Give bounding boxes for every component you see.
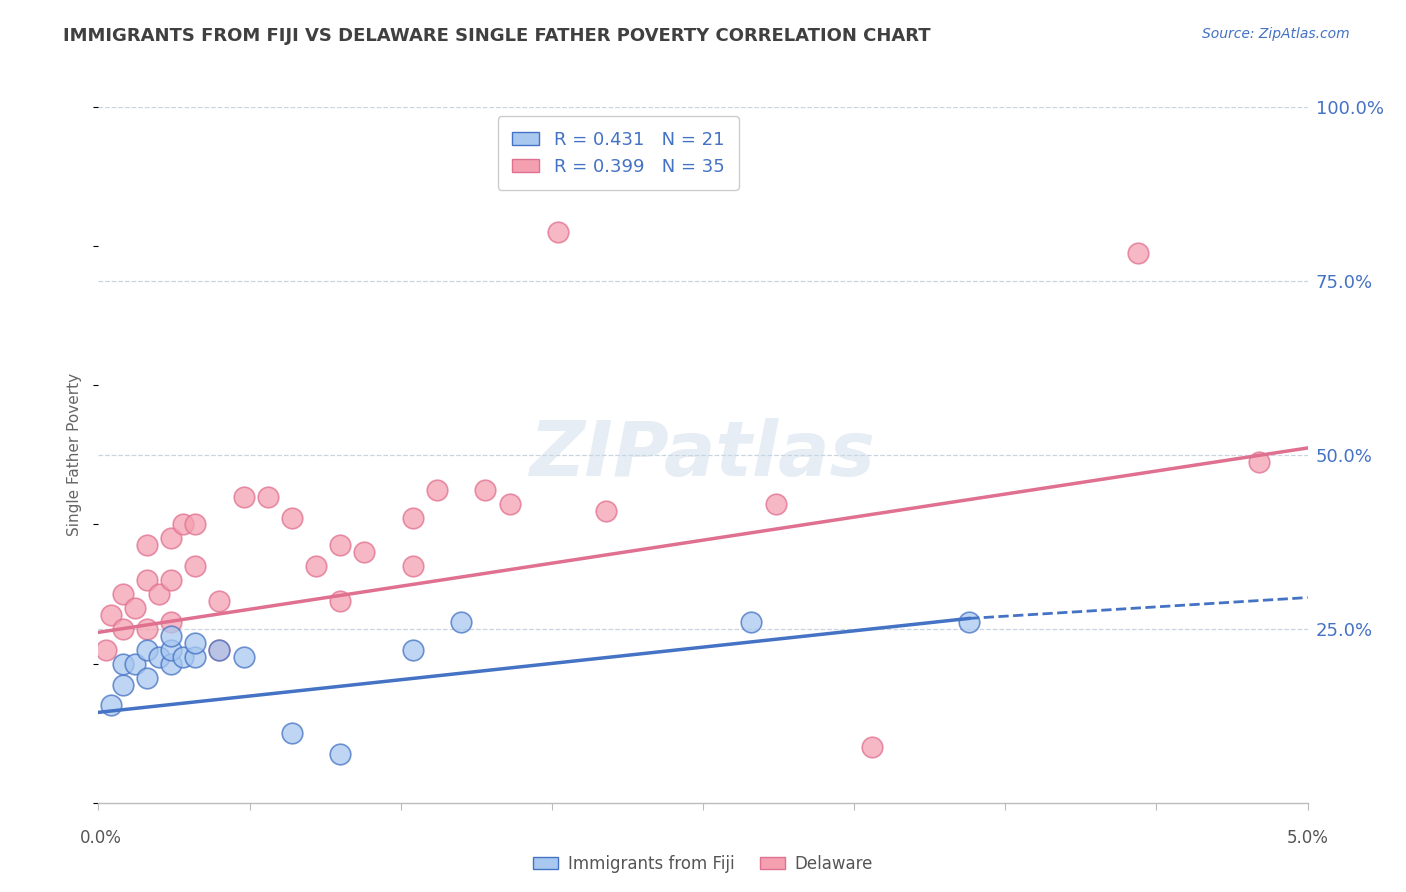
Point — [329, 747, 352, 761]
Point — [160, 657, 183, 671]
Point — [208, 642, 231, 657]
Point — [184, 559, 207, 574]
Legend: Immigrants from Fiji, Delaware: Immigrants from Fiji, Delaware — [526, 848, 880, 880]
Point — [135, 622, 157, 636]
Point — [305, 559, 328, 574]
Point — [208, 642, 231, 657]
Point — [124, 657, 146, 671]
Point — [1128, 246, 1150, 260]
Point — [160, 629, 183, 643]
Point — [135, 573, 157, 587]
Point — [148, 649, 170, 664]
Text: Source: ZipAtlas.com: Source: ZipAtlas.com — [1202, 27, 1350, 41]
Point — [94, 642, 117, 657]
Point — [426, 483, 449, 497]
Point — [402, 642, 425, 657]
Point — [402, 510, 425, 524]
Point — [740, 615, 762, 629]
Text: 0.0%: 0.0% — [80, 829, 122, 847]
Point — [353, 545, 375, 559]
Point — [256, 490, 278, 504]
Point — [135, 538, 157, 552]
Point — [957, 615, 980, 629]
Point — [450, 615, 472, 629]
Point — [595, 503, 617, 517]
Point — [498, 497, 520, 511]
Text: 5.0%: 5.0% — [1286, 829, 1329, 847]
Point — [160, 642, 183, 657]
Point — [765, 497, 787, 511]
Point — [148, 587, 170, 601]
Legend: R = 0.431   N = 21, R = 0.399   N = 35: R = 0.431 N = 21, R = 0.399 N = 35 — [498, 116, 740, 190]
Point — [172, 649, 194, 664]
Point — [402, 559, 425, 574]
Point — [160, 573, 183, 587]
Point — [111, 677, 134, 691]
Point — [160, 615, 183, 629]
Point — [281, 510, 304, 524]
Point — [329, 538, 352, 552]
Text: IMMIGRANTS FROM FIJI VS DELAWARE SINGLE FATHER POVERTY CORRELATION CHART: IMMIGRANTS FROM FIJI VS DELAWARE SINGLE … — [63, 27, 931, 45]
Point — [160, 532, 183, 546]
Point — [860, 740, 883, 755]
Point — [111, 657, 134, 671]
Point — [100, 607, 122, 622]
Point — [135, 671, 157, 685]
Point — [111, 622, 134, 636]
Point — [329, 594, 352, 608]
Point — [1249, 455, 1271, 469]
Text: ZIPatlas: ZIPatlas — [530, 418, 876, 491]
Point — [547, 225, 569, 239]
Point — [232, 649, 254, 664]
Point — [281, 726, 304, 740]
Point — [184, 649, 207, 664]
Y-axis label: Single Father Poverty: Single Father Poverty — [67, 374, 83, 536]
Point — [135, 642, 157, 657]
Point — [124, 601, 146, 615]
Point — [184, 517, 207, 532]
Point — [474, 483, 496, 497]
Point — [208, 594, 231, 608]
Point — [172, 517, 194, 532]
Point — [111, 587, 134, 601]
Point — [232, 490, 254, 504]
Point — [184, 636, 207, 650]
Point — [100, 698, 122, 713]
